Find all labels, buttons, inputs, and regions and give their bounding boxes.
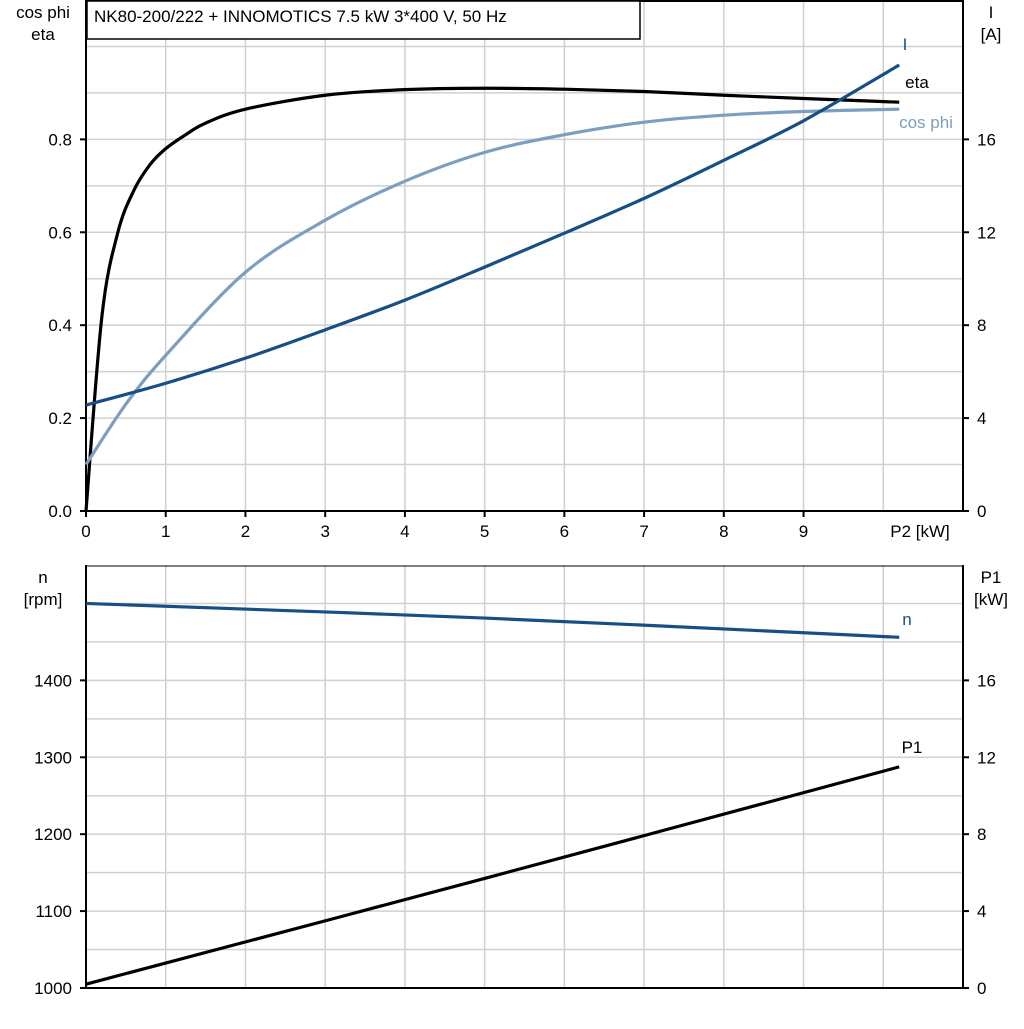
y-left-axis-label: n (38, 568, 47, 587)
y-left-tick-label: 0.0 (48, 502, 72, 521)
chart-title-box: NK80-200/222 + INNOMOTICS 7.5 kW 3*400 V… (86, 0, 641, 40)
y-left-tick-label: 0.2 (48, 409, 72, 428)
series-label-P1: P1 (902, 738, 923, 757)
x-tick-label: 2 (241, 522, 250, 541)
series-line-I (85, 63, 901, 407)
series-label-I: I (903, 35, 908, 54)
y-left-tick-label: 1400 (34, 671, 72, 690)
x-tick-label: 1 (161, 522, 170, 541)
series-label-eta: eta (905, 73, 929, 92)
y-right-tick-label: 8 (977, 825, 986, 844)
y-right-tick-label: 4 (977, 902, 986, 921)
y-left-tick-label: 1200 (34, 825, 72, 844)
y-left-tick-label: 0.8 (48, 130, 72, 149)
y-right-tick-label: 12 (977, 223, 996, 242)
x-tick-label: 8 (719, 522, 728, 541)
y-left-tick-label: 0.6 (48, 223, 72, 242)
series-label-n: n (902, 610, 911, 629)
y-left-tick-label: 1000 (34, 979, 72, 998)
y-right-tick-label: 0 (977, 502, 986, 521)
x-tick-label: 4 (400, 522, 409, 541)
x-tick-label: 5 (480, 522, 489, 541)
x-tick-label: 0 (81, 522, 90, 541)
y-right-tick-label: 0 (977, 979, 986, 998)
y-right-axis-label: P1 (981, 568, 1002, 587)
y-right-axis-label: I (989, 3, 994, 22)
y-right-axis-label: [kW] (974, 590, 1008, 609)
y-right-tick-label: 16 (977, 130, 996, 149)
y-left-axis-label: [rpm] (24, 590, 63, 609)
y-left-axis-label: cos phi (16, 3, 70, 22)
bottom-chart: 1000 1100 1200 1300 1400 0 4 8 12 16 n [rpm] P1 [kW] n… (24, 565, 1008, 998)
series-line-eta (84, 86, 900, 512)
y-left-tick-label: 1100 (35, 902, 72, 921)
y-right-tick-label: 16 (977, 671, 996, 690)
chart-title: NK80-200/222 + INNOMOTICS 7.5 kW 3*400 V… (94, 7, 507, 26)
x-axis-label: P2 [kW] (890, 522, 950, 541)
x-tick-label: 6 (560, 522, 569, 541)
title-frame (86, 0, 641, 40)
series-line-n (85, 601, 900, 639)
y-right-tick-label: 8 (977, 316, 986, 335)
y-right-tick-label: 12 (977, 748, 996, 767)
series-line-P1 (85, 765, 900, 986)
x-tick-label: 7 (639, 522, 648, 541)
y-left-axis-label: eta (31, 25, 55, 44)
x-tick-label: 3 (320, 522, 329, 541)
y-right-tick-label: 4 (977, 409, 986, 428)
series-label-cosphi: cos phi (899, 113, 953, 132)
y-left-tick-label: 1300 (34, 748, 72, 767)
x-tick-label: 9 (799, 522, 808, 541)
series-line-cosphi (84, 107, 900, 466)
y-right-axis-label: [A] (981, 25, 1002, 44)
y-left-tick-label: 0.4 (48, 316, 72, 335)
